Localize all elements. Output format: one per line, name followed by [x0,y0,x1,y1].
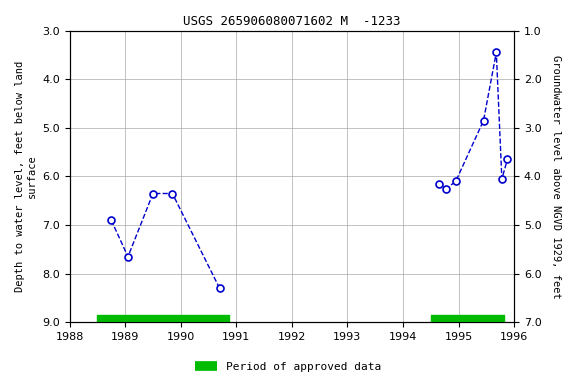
Y-axis label: Groundwater level above NGVD 1929, feet: Groundwater level above NGVD 1929, feet [551,55,561,298]
Legend: Period of approved data: Period of approved data [191,358,385,377]
Title: USGS 265906080071602 M  -1233: USGS 265906080071602 M -1233 [183,15,400,28]
Y-axis label: Depth to water level, feet below land
surface: Depth to water level, feet below land su… [15,61,37,292]
